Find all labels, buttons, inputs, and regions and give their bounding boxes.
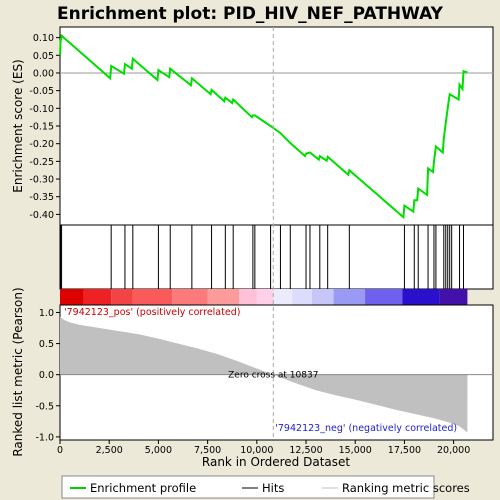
- color-band-segment: [273, 289, 293, 305]
- color-band-segment: [292, 289, 312, 305]
- color-band-segment: [207, 289, 240, 305]
- ranking-color-band: [60, 289, 468, 305]
- color-band-segment: [132, 289, 173, 305]
- es-y-axis: 0.10 0.05 0.00 -0.05 -0.10 -0.15 -0.20 -0.25 -0.…: [29, 33, 60, 221]
- x-axis-label: Rank in Ordered Dataset: [202, 455, 350, 469]
- es-y-tick-label: -0.15: [29, 122, 54, 133]
- color-band-segment: [83, 289, 112, 305]
- es-y-tick-label: 0.00: [33, 68, 54, 79]
- x-tick-label: 20,000: [437, 445, 470, 456]
- chart-title: Enrichment plot: PID_HIV_NEF_PATHWAY: [57, 4, 444, 24]
- legend-label: Ranking metric scores: [342, 481, 470, 495]
- x-tick-label: 12,500: [289, 445, 322, 456]
- color-band-segment: [172, 289, 208, 305]
- metric-panel: 1.0 0.5 0.0 -0.5 -1.0 Zero cross at 10837 '7…: [11, 27, 494, 457]
- legend-label: Enrichment profile: [90, 481, 196, 495]
- es-y-tick-label: -0.25: [29, 157, 54, 168]
- positive-correlation-label: '7942123_pos' (positively correlated): [64, 307, 240, 318]
- zero-cross-label: Zero cross at 10837: [228, 371, 318, 381]
- hits-panel: [59, 224, 494, 290]
- metric-y-axis: 1.0 0.5 0.0 -0.5 -1.0: [35, 308, 60, 443]
- es-y-tick-label: 0.10: [33, 33, 54, 44]
- color-band-segment: [439, 289, 468, 305]
- x-tick-label: 15,000: [339, 445, 372, 456]
- es-y-tick-label: -0.20: [29, 139, 54, 150]
- color-band-segment: [402, 289, 440, 305]
- x-tick-label: 2,500: [96, 445, 123, 456]
- metric-y-tick-label: 0.0: [39, 370, 54, 381]
- metric-y-axis-label: Ranked list metric (Pearson): [11, 287, 25, 456]
- es-y-tick-label: -0.30: [29, 175, 54, 186]
- color-band-segment: [111, 289, 133, 305]
- legend-box: [61, 475, 435, 499]
- color-band-segment: [365, 289, 403, 305]
- legend-label: Hits: [262, 481, 284, 495]
- es-y-tick-label: 0.05: [33, 51, 54, 62]
- color-band-segment: [239, 289, 257, 305]
- enrichment-profile-line: [59, 33, 468, 220]
- x-tick-label: 5,000: [145, 445, 172, 456]
- color-band-segment: [256, 289, 274, 305]
- hits-plot-area: [59, 224, 494, 290]
- color-band-segment: [333, 289, 366, 305]
- hit-marks: [60, 225, 464, 289]
- es-y-tick-label: -0.35: [29, 192, 54, 203]
- negative-correlation-label: '7942123_neg' (negatively correlated): [275, 423, 457, 434]
- x-tick-label: 7,500: [194, 445, 221, 456]
- color-band-segment: [60, 289, 84, 305]
- x-tick-label: 17,500: [388, 445, 421, 456]
- es-panel: 0.10 0.05 0.00 -0.05 -0.10 -0.15 -0.20 -0.25 -0.…: [11, 26, 494, 226]
- metric-y-tick-label: 0.5: [39, 339, 54, 350]
- metric-y-tick-label: 1.0: [39, 308, 54, 319]
- x-tick-label: 10,000: [240, 445, 273, 456]
- es-y-tick-label: -0.05: [29, 86, 54, 97]
- metric-y-tick-label: -1.0: [35, 432, 54, 443]
- metric-y-tick-label: -0.5: [35, 401, 54, 412]
- es-y-tick-label: -0.10: [29, 104, 54, 115]
- color-band-segment: [311, 289, 334, 305]
- x-axis: 0 2,500 5,000 7,500 10,000 12,500 15,000 17,500…: [57, 440, 470, 456]
- es-y-axis-label: Enrichment score (ES): [11, 59, 25, 192]
- legend: Enrichment profile Hits Ranking metric sco…: [61, 475, 470, 499]
- es-y-tick-label: -0.40: [29, 210, 54, 221]
- x-tick-label: 0: [57, 445, 63, 456]
